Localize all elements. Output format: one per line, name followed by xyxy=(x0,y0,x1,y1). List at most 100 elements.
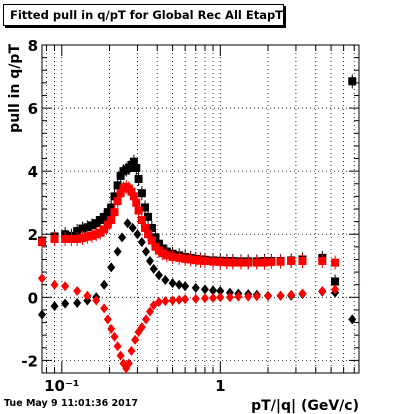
data-point xyxy=(113,341,122,352)
series-3 xyxy=(38,273,340,374)
data-point xyxy=(137,216,146,225)
data-point xyxy=(141,223,150,232)
data-point xyxy=(92,295,101,306)
data-point xyxy=(287,289,296,300)
grid-layer xyxy=(42,44,359,373)
data-point xyxy=(67,234,76,243)
data-point xyxy=(100,303,109,314)
data-point xyxy=(113,181,122,190)
data-point xyxy=(133,229,142,240)
data-point xyxy=(113,197,122,206)
data-point xyxy=(144,230,153,239)
data-point xyxy=(209,257,218,266)
data-point xyxy=(61,281,70,292)
data-point xyxy=(298,257,307,266)
data-point xyxy=(92,219,101,228)
y-tick-label: 2 xyxy=(28,226,38,244)
data-point xyxy=(154,297,163,308)
data-point xyxy=(129,157,138,166)
data-point xyxy=(200,284,209,295)
y-tick-label: -2 xyxy=(21,352,38,370)
data-point xyxy=(103,208,112,217)
data-point xyxy=(83,223,92,232)
data-point xyxy=(131,334,140,345)
data-point xyxy=(107,262,116,273)
data-point xyxy=(118,232,127,243)
data-point xyxy=(181,281,190,292)
x-tick-label: 10⁻¹ xyxy=(44,377,79,395)
data-point xyxy=(175,253,184,262)
data-point xyxy=(147,236,156,245)
data-point xyxy=(100,212,109,221)
data-point xyxy=(103,314,112,325)
data-point xyxy=(87,231,96,240)
data-point xyxy=(145,256,154,267)
data-point xyxy=(116,189,125,198)
data-point xyxy=(331,258,340,267)
data-point xyxy=(234,291,243,302)
footer-timestamp: Tue May 9 11:01:36 2017 xyxy=(4,398,138,409)
data-point xyxy=(175,279,184,290)
data-point xyxy=(107,203,116,212)
data-point xyxy=(236,258,245,267)
ticks-layer xyxy=(42,44,359,374)
data-point xyxy=(132,198,141,207)
data-point xyxy=(161,274,170,285)
data-point xyxy=(216,286,225,296)
data-point xyxy=(168,295,177,306)
data-point xyxy=(103,220,112,229)
data-layer xyxy=(38,74,357,374)
data-point xyxy=(116,171,125,180)
data-point xyxy=(107,323,116,334)
data-point xyxy=(124,358,133,369)
data-point xyxy=(141,203,150,212)
data-point xyxy=(123,218,132,229)
data-point xyxy=(73,227,82,236)
data-point xyxy=(149,263,158,274)
data-point xyxy=(225,292,234,303)
y-tick-label: 4 xyxy=(28,163,38,181)
data-point xyxy=(260,258,269,267)
data-point xyxy=(244,258,253,267)
data-point xyxy=(134,175,143,184)
data-point xyxy=(78,234,87,243)
data-point xyxy=(78,224,87,233)
data-point xyxy=(276,290,285,301)
data-point xyxy=(50,301,59,312)
data-point xyxy=(209,292,218,303)
data-point xyxy=(181,294,190,305)
data-point xyxy=(38,273,46,284)
data-point xyxy=(252,258,261,267)
data-point xyxy=(137,189,146,198)
data-point xyxy=(134,206,143,215)
data-point xyxy=(175,294,184,305)
chart-title-box: Fitted pull in q/pT for Global Rec All E… xyxy=(3,4,284,26)
data-point xyxy=(331,277,340,286)
data-point xyxy=(244,291,253,302)
data-point xyxy=(107,216,116,225)
data-point xyxy=(200,257,209,266)
data-point xyxy=(145,306,154,317)
data-point xyxy=(168,252,177,261)
data-point xyxy=(298,288,307,299)
data-point xyxy=(83,232,92,241)
y-tick-label: 6 xyxy=(28,100,38,118)
data-point xyxy=(73,286,82,296)
data-point xyxy=(191,282,200,293)
y-tick-label: 8 xyxy=(28,37,38,55)
data-point xyxy=(73,297,82,308)
y-axis-title: pull in q/pT xyxy=(7,44,23,133)
data-point xyxy=(38,309,46,320)
data-point xyxy=(318,257,327,266)
data-point xyxy=(83,290,92,301)
data-point xyxy=(87,221,96,230)
data-point xyxy=(158,249,167,258)
data-point xyxy=(186,255,195,264)
data-point xyxy=(110,192,119,201)
data-point xyxy=(38,238,46,247)
data-point xyxy=(209,285,218,296)
data-point xyxy=(127,345,136,356)
data-point xyxy=(331,284,340,295)
data-point xyxy=(222,258,231,267)
